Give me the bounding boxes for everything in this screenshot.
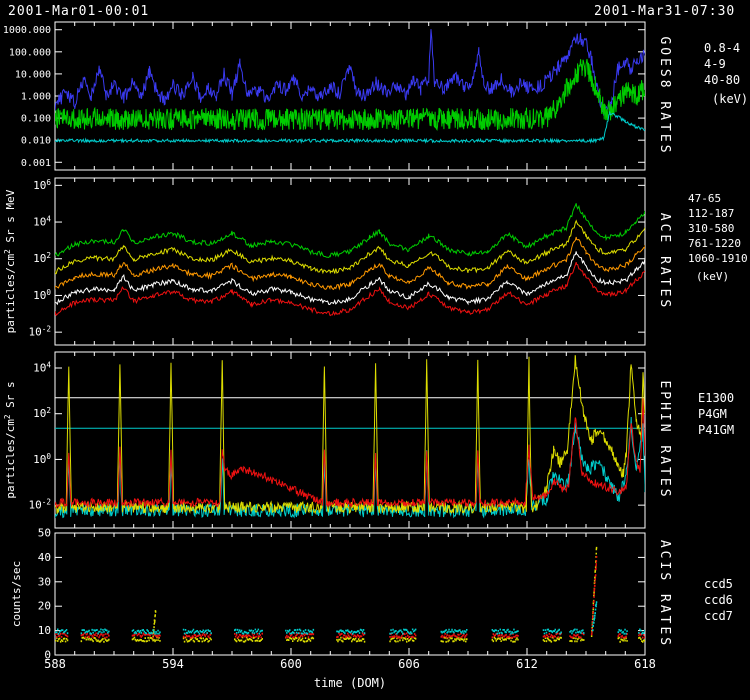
panel-ephin: 104 102 100 10-2 EPHIN RATES particles/cm2 Sr…: [3, 352, 734, 528]
series-ccd6: [55, 548, 647, 642]
y-tick-label: 1.000: [21, 92, 51, 103]
multi-panel-chart: 1000.000 100.000 10.000 1.000 0.100 0.010 0.00…: [0, 0, 750, 700]
x-axis: 588 594 600 606 612 618 time (DOM): [44, 657, 656, 690]
y-tick-label: 1000.000: [3, 25, 51, 36]
y-axis-label-ephin: particles/cm2 Sr s: [3, 381, 17, 498]
legend-47-65: 47-65: [688, 192, 721, 205]
y-tick-label: 0.100: [21, 114, 51, 125]
legend-112-187: 112-187: [688, 207, 734, 220]
y-axis-label-acis: counts/sec: [10, 561, 23, 627]
y-tick-label: 0.001: [21, 158, 51, 169]
legend-P41GM: P41GM: [698, 423, 734, 437]
panel-title-acis: ACIS RATES: [657, 540, 672, 648]
series-P4GM: [55, 355, 645, 514]
y-tick-label: 30: [38, 575, 51, 588]
panel-title-ephin: EPHIN RATES: [657, 380, 672, 499]
y-tick-label: 100.000: [9, 47, 51, 58]
y-tick-label: 40: [38, 551, 51, 564]
x-tick-label: 594: [162, 657, 184, 671]
series-ccd5: [55, 557, 647, 638]
x-tick-label: 600: [280, 657, 302, 671]
legend-0.8-4: 0.8-4: [704, 41, 740, 55]
x-tick-label: 612: [516, 657, 538, 671]
y-tick-label: 50: [38, 527, 51, 540]
panel-title-goes8: GOES8 RATES: [657, 36, 672, 155]
plot-box: [55, 178, 645, 345]
series-ccd7: [55, 602, 647, 634]
legend-P4GM: P4GM: [698, 407, 727, 421]
legend-ccd7: ccd7: [704, 609, 733, 623]
panel-acis: 50403020100ACIS RATEScounts/secccd5ccd6c…: [10, 527, 733, 662]
y-tick-label: 10.000: [15, 69, 51, 80]
y-tick-label: 102: [33, 406, 51, 420]
x-tick-label: 606: [398, 657, 420, 671]
legend-1060-1910: 1060-1910: [688, 252, 748, 265]
y-tick-label: 106: [33, 178, 51, 192]
y-tick-label: 10: [38, 624, 51, 637]
y-tick-label: 0.010: [21, 136, 51, 147]
y-tick-label: 104: [33, 215, 51, 229]
y-tick-label: 10-2: [28, 325, 51, 339]
panel-ace: 106 104 102 100 10-2 ACE RATES particles/cm2 S…: [3, 178, 748, 345]
x-tick-label: 588: [44, 657, 66, 671]
panel-goes8: 1000.000 100.000 10.000 1.000 0.100 0.010 0.00…: [3, 22, 748, 170]
x-axis-label: time (DOM): [314, 676, 386, 690]
legend-761-1220: 761-1220: [688, 237, 741, 250]
series-310-580: [55, 237, 645, 289]
panel-title-ace: ACE RATES: [657, 213, 672, 310]
series-47-65: [55, 203, 645, 257]
x-tick-label: 618: [634, 657, 656, 671]
y-tick-label: 100: [33, 288, 51, 302]
y-tick-label: 20: [38, 600, 51, 613]
legend-310-580: 310-580: [688, 222, 734, 235]
y-tick-label: 104: [33, 361, 51, 375]
legend-E1300: E1300: [698, 391, 734, 405]
series-E1300: [55, 398, 645, 507]
y-tick-label: 102: [33, 251, 51, 265]
legend-4-9: 4-9: [704, 57, 726, 71]
legend-ccd5: ccd5: [704, 577, 733, 591]
legend-40-80: 40-80: [704, 73, 740, 87]
legend-unit: (keV): [712, 92, 748, 106]
y-tick-label: 100: [33, 452, 51, 466]
radiation-monitor-screen: 2001-Mar01-00:01 2001-Mar31-07:30 1000.0…: [0, 0, 750, 700]
y-tick-label: 10-2: [28, 498, 51, 512]
legend-ccd6: ccd6: [704, 593, 733, 607]
y-axis-label-ace: particles/cm2 Sr s MeV: [3, 189, 17, 333]
legend-unit: (keV): [696, 270, 729, 283]
plot-box: [55, 352, 645, 528]
